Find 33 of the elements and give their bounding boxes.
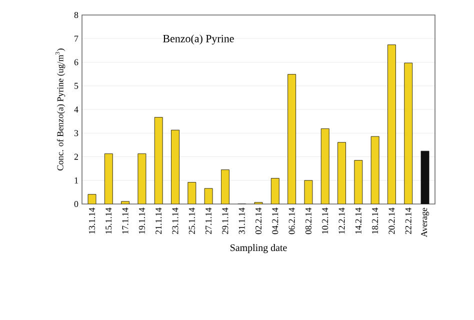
x-tick-label: 13.1.14 <box>88 208 96 234</box>
x-tick-label: 04.2.14 <box>272 208 278 234</box>
y-tick-label: 8 <box>74 12 78 18</box>
x-tick-label: 10.2.14 <box>322 208 328 234</box>
x-tick-label: 19.1.14 <box>138 208 145 234</box>
x-tick-label: 25.1.14 <box>188 208 195 234</box>
y-tick-label: 4 <box>74 106 78 112</box>
x-tick-label: 23.1.14 <box>172 208 178 234</box>
x-tick-label: 31.1.14 <box>238 208 245 234</box>
x-tick-label: 22.2.14 <box>405 208 412 234</box>
x-tick-label: 12.2.14 <box>338 208 345 234</box>
x-tick-label: 21.1.14 <box>156 208 162 234</box>
x-tick-label: 29.1.14 <box>222 208 228 234</box>
text: Benzo(a) Pyrine <box>163 34 234 45</box>
x-tick-label: 17.1.14 <box>122 208 128 234</box>
y-tick-label: 3 <box>74 130 78 136</box>
x-tick-label: 14.2.14 <box>355 208 362 234</box>
x-tick-label: 18.2.14 <box>372 208 378 234</box>
x-tick-label: 02.2.14 <box>255 208 262 234</box>
x-tick-label: 20.2.14 <box>388 208 395 234</box>
y-tick-label: 7 <box>74 36 78 42</box>
x-axis-title: Sampling date <box>230 244 287 254</box>
x-tick-label: 15.1.14 <box>106 208 112 234</box>
y-tick-label: 1 <box>74 177 78 184</box>
y-tick-label: 5 <box>74 82 78 89</box>
x-tick-label: 27.1.14 <box>206 208 212 234</box>
x-tick-label: 06.2.14 <box>288 208 295 234</box>
y-tick-label: 6 <box>74 59 78 66</box>
y-tick-label: 2 <box>74 154 78 160</box>
x-tick-label: Average <box>421 208 429 238</box>
x-tick-label: 08.2.14 <box>305 208 312 234</box>
y-axis-title: Conc. of Benzo(a) Pyrine (ug/m$^{3}$) <box>55 48 66 170</box>
y-tick-label: 0 <box>74 200 78 208</box>
